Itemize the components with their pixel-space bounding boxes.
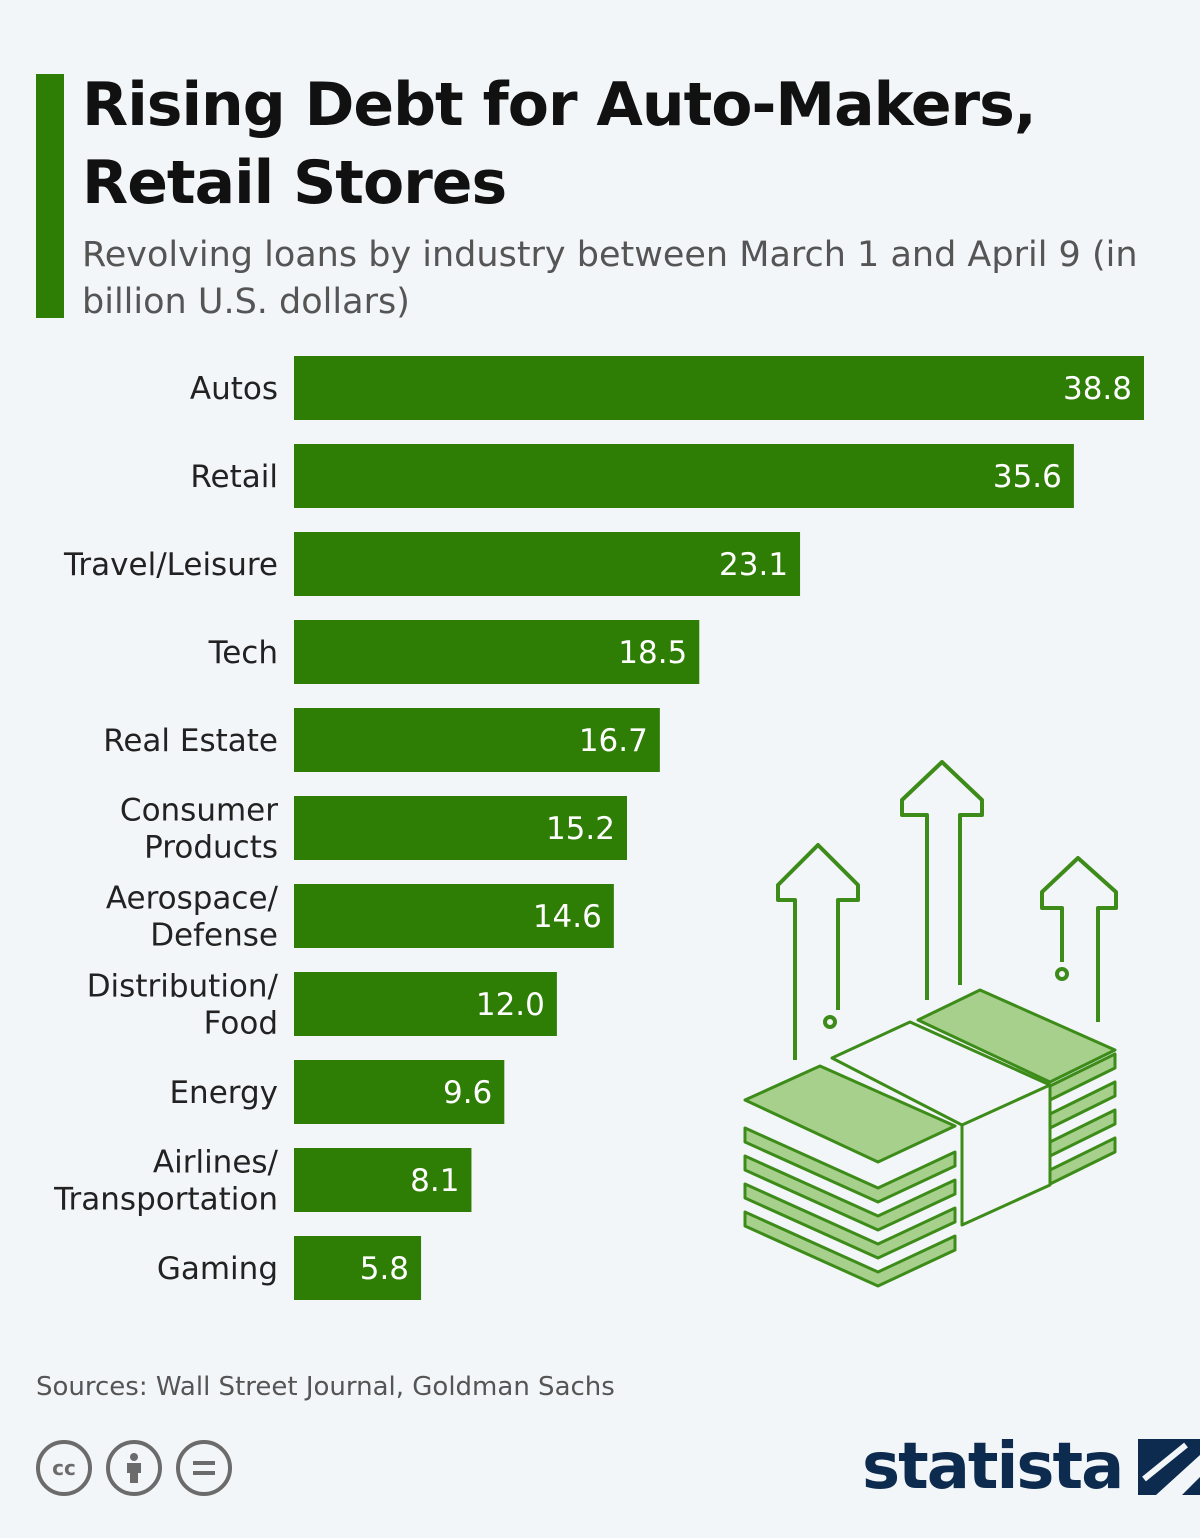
category-label-9: Airlines/Transportation [53, 1145, 278, 1218]
category-label-3: Tech [208, 635, 278, 671]
bar-chart: 38.8 Autos 35.6 Retail 23.1 Travel/Leisure 18.… [53, 356, 1144, 1300]
value-label-7: 12.0 [476, 987, 545, 1023]
value-label-2: 23.1 [719, 547, 788, 583]
title-accent-bar [36, 74, 64, 318]
value-label-5: 15.2 [546, 811, 615, 847]
bar-5 [294, 796, 627, 860]
value-label-6: 14.6 [533, 899, 602, 935]
value-label-1: 35.6 [993, 459, 1062, 495]
bar-1 [294, 444, 1074, 508]
bar-8 [294, 1060, 505, 1124]
category-label-6: Aerospace/Defense [106, 881, 279, 954]
bar-7 [294, 972, 557, 1036]
category-label-5: Consumer Products [120, 793, 278, 866]
statista-logo-icon [1138, 1439, 1200, 1495]
value-label-3: 18.5 [618, 635, 687, 671]
value-label-4: 16.7 [579, 723, 648, 759]
bar-10 [294, 1236, 422, 1300]
license-icons: cc [36, 1440, 232, 1496]
bar-9 [294, 1148, 472, 1212]
category-label-10: Gaming [157, 1251, 278, 1287]
brand-name: statista [862, 1430, 1124, 1504]
page-subtitle: Revolving loans by industry between Marc… [82, 235, 1138, 322]
bar-2 [294, 532, 801, 596]
bar-0 [294, 356, 1144, 420]
value-label-8: 9.6 [443, 1075, 492, 1111]
source-note: Sources: Wall Street Journal, Goldman Sa… [36, 1372, 615, 1402]
category-label-2: Travel/Leisure [63, 547, 278, 583]
category-label-7: Distribution/Food [87, 969, 279, 1042]
bar-6 [294, 884, 614, 948]
cc-icon[interactable]: cc [36, 1440, 92, 1496]
category-label-8: Energy [169, 1075, 278, 1111]
money-stack-arrows-illustration [743, 760, 1118, 1288]
category-label-1: Retail [190, 459, 278, 495]
value-label-9: 8.1 [410, 1163, 459, 1199]
page-title: Rising Debt for Auto-Makers, Retail Stor… [82, 70, 1037, 218]
category-label-0: Autos [190, 371, 278, 407]
bar-4 [294, 708, 660, 772]
value-label-0: 38.8 [1063, 371, 1132, 407]
attribution-icon[interactable] [106, 1440, 162, 1496]
value-label-10: 5.8 [360, 1251, 409, 1287]
bar-3 [294, 620, 700, 684]
no-derivatives-icon[interactable] [176, 1440, 232, 1496]
statista-logo[interactable]: statista [862, 1430, 1200, 1504]
category-label-4: Real Estate [103, 723, 278, 759]
